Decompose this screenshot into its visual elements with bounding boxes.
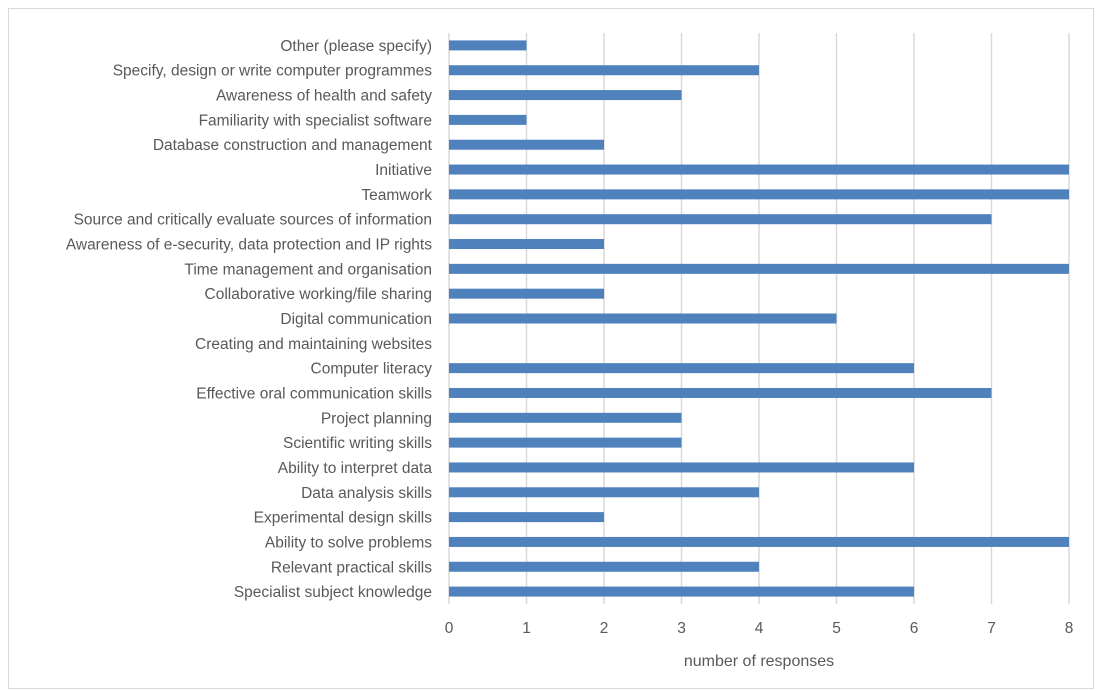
bar — [449, 586, 914, 597]
category-label: Specialist subject knowledge — [234, 584, 432, 601]
bar — [449, 412, 682, 423]
x-tick-label: 4 — [755, 620, 764, 637]
x-tick-label: 8 — [1065, 620, 1074, 637]
bar — [449, 114, 527, 125]
bar — [449, 164, 1069, 175]
category-label: Specify, design or write computer progra… — [113, 63, 433, 80]
category-label: Awareness of health and safety — [216, 88, 432, 105]
category-label: Experimental design skills — [254, 510, 433, 527]
category-label: Database construction and management — [153, 137, 433, 154]
category-label: Teamwork — [361, 187, 432, 204]
bar — [449, 189, 1069, 200]
category-labels: Other (please specify) Specify, design or… — [66, 38, 433, 601]
category-label: Data analysis skills — [301, 485, 432, 502]
x-tick-label: 0 — [445, 620, 454, 637]
category-label: Source and critically evaluate sources o… — [74, 212, 432, 229]
bar — [449, 561, 759, 572]
category-label: Other (please specify) — [280, 38, 432, 55]
category-label: Project planning — [321, 410, 432, 427]
category-label: Familiarity with specialist software — [199, 112, 432, 129]
category-label: Collaborative working/file sharing — [205, 286, 432, 303]
category-label: Digital communication — [280, 311, 432, 328]
bar — [449, 40, 527, 51]
bars — [449, 40, 1069, 597]
category-label: Initiative — [375, 162, 432, 179]
category-label: Effective oral communication skills — [196, 385, 432, 402]
x-tick-label: 7 — [987, 620, 996, 637]
bar — [449, 239, 604, 250]
x-tick-label: 6 — [910, 620, 919, 637]
category-label: Time management and organisation — [184, 261, 432, 278]
category-label: Awareness of e-security, data protection… — [66, 237, 432, 254]
x-tick-label: 2 — [600, 620, 609, 637]
bar — [449, 263, 1069, 274]
chart-frame — [8, 8, 1094, 689]
bar — [449, 65, 759, 76]
category-label: Creating and maintaining websites — [195, 336, 432, 353]
bar — [449, 288, 604, 299]
bar — [449, 512, 604, 523]
x-tick-labels: 0 1 2 3 4 5 6 7 8 — [445, 620, 1074, 637]
category-label: Computer literacy — [311, 361, 433, 378]
x-tick-label: 3 — [677, 620, 686, 637]
x-tick-label: 5 — [832, 620, 841, 637]
bar — [449, 387, 992, 398]
x-axis-title: number of responses — [684, 653, 834, 670]
bar — [449, 214, 992, 225]
bar — [449, 487, 759, 498]
bar — [449, 363, 914, 374]
bar — [449, 139, 604, 150]
x-tick-label: 1 — [522, 620, 531, 637]
category-label: Ability to solve problems — [265, 534, 432, 551]
category-label: Scientific writing skills — [283, 435, 432, 452]
bar — [449, 437, 682, 448]
category-label: Ability to interpret data — [278, 460, 433, 477]
category-label: Relevant practical skills — [271, 559, 432, 576]
bar — [449, 313, 837, 324]
bar — [449, 462, 914, 473]
bar — [449, 90, 682, 101]
bar — [449, 536, 1069, 547]
